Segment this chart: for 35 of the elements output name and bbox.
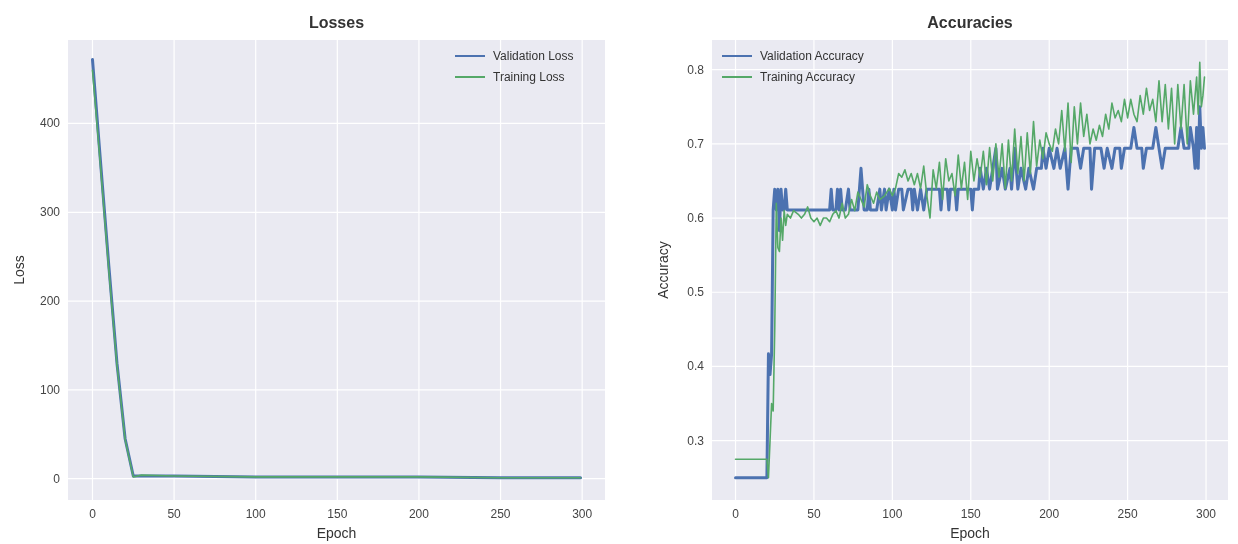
y-tick-label: 400 [39, 116, 61, 131]
y-axis-title: Accuracy [655, 241, 671, 299]
x-tick-label: 100 [882, 507, 903, 521]
x-tick-label: 300 [572, 507, 593, 521]
legend-label: Validation Loss [493, 49, 574, 63]
y-tick-label: 200 [39, 294, 61, 309]
chart-title: Accuracies [927, 14, 1013, 31]
x-tick-label: 0 [89, 507, 97, 521]
chart-title: Losses [308, 14, 365, 31]
y-tick-label: 0.4 [687, 359, 705, 374]
y-tick-label: 0.8 [687, 62, 705, 77]
y-tick-label: 0.6 [687, 211, 705, 226]
x-tick-label: 50 [167, 507, 182, 521]
y-tick-label: 0.3 [687, 433, 705, 448]
x-tick-label: 100 [245, 507, 267, 521]
x-tick-label: 150 [960, 507, 982, 521]
x-tick-label: 250 [1117, 507, 1138, 521]
y-axis-title: Loss [11, 255, 27, 285]
x-tick-label: 200 [1039, 507, 1060, 521]
y-tick-label: 100 [39, 382, 61, 397]
legend-label: Validation Accuracy [760, 49, 864, 63]
x-tick-label: 150 [327, 507, 348, 521]
x-tick-label: 250 [490, 507, 511, 521]
y-tick-label: 0 [53, 471, 61, 486]
x-tick-label: 300 [1196, 507, 1217, 521]
legend-label: Training Loss [493, 70, 565, 84]
x-tick-label: 50 [807, 507, 821, 521]
x-axis-title: Epoch [950, 525, 990, 541]
x-axis-title: Epoch [316, 525, 357, 541]
y-tick-label: 300 [39, 205, 61, 220]
y-tick-label: 0.7 [687, 136, 705, 151]
legend-label: Training Accuracy [760, 70, 855, 84]
y-tick-label: 0.5 [687, 285, 705, 300]
x-tick-label: 0 [732, 507, 740, 521]
x-tick-label: 200 [408, 507, 430, 521]
